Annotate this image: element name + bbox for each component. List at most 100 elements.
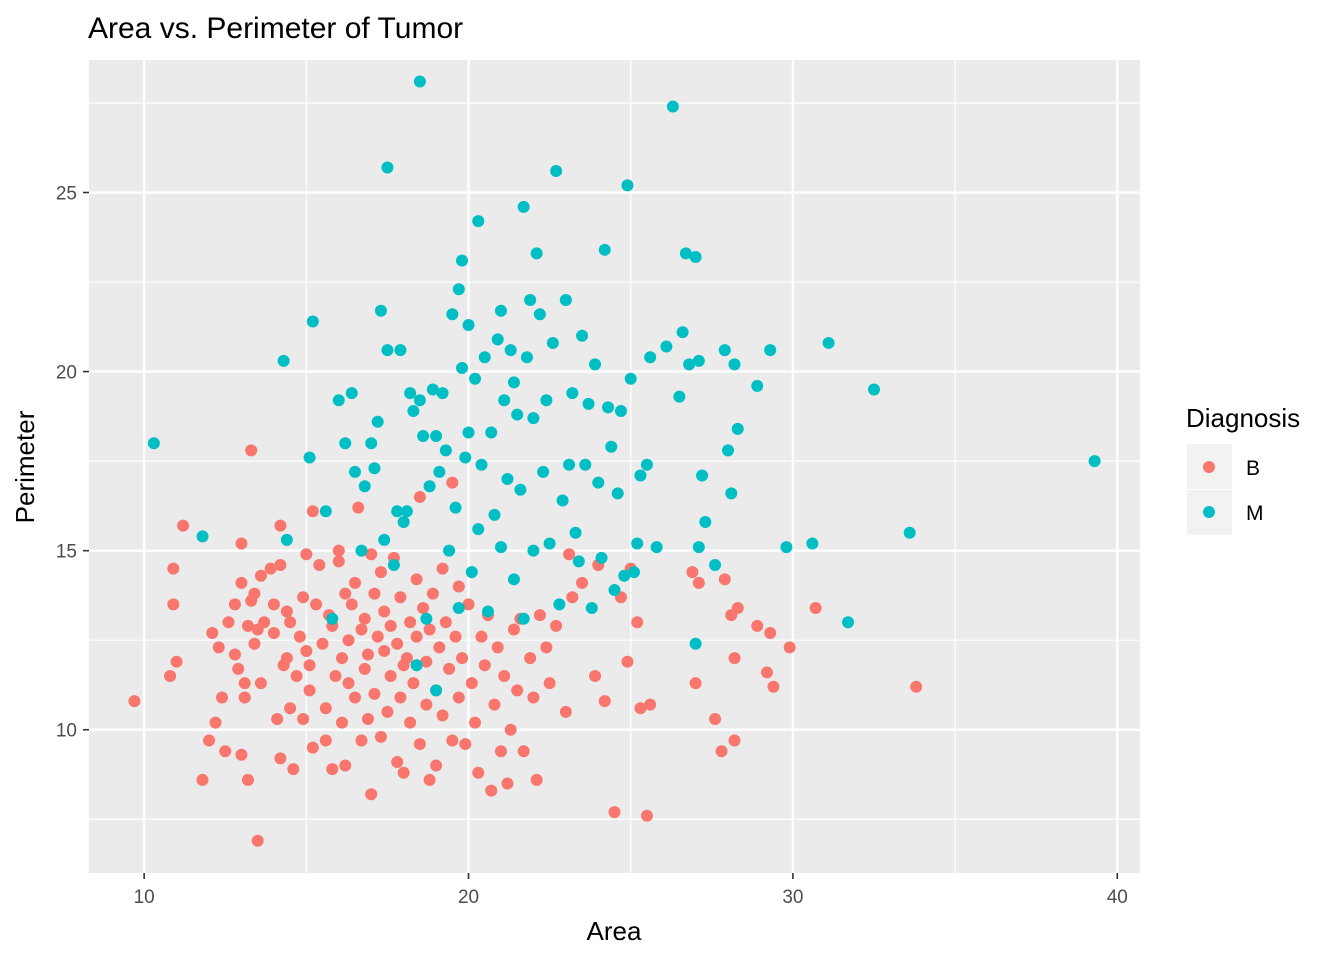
point-b <box>271 712 284 725</box>
point-m <box>563 458 576 471</box>
point-m <box>585 601 598 614</box>
point-b <box>254 677 267 690</box>
point-b <box>430 759 443 772</box>
point-b <box>361 648 374 661</box>
point-b <box>709 712 722 725</box>
point-m <box>469 372 482 385</box>
point-m <box>660 340 673 353</box>
point-b <box>417 601 430 614</box>
point-b <box>342 634 355 647</box>
point-b <box>715 745 728 758</box>
point-b <box>280 605 293 618</box>
point-b <box>478 659 491 672</box>
point-b <box>167 598 180 611</box>
point-b <box>284 702 297 715</box>
point-b <box>313 558 326 571</box>
point-m <box>430 684 443 697</box>
point-b <box>297 591 310 604</box>
point-m <box>478 351 491 364</box>
point-b <box>452 691 465 704</box>
point-b <box>352 501 365 514</box>
point-b <box>264 562 277 575</box>
point-m <box>605 440 618 453</box>
point-m <box>449 501 462 514</box>
data-points <box>128 75 1101 847</box>
point-m <box>394 344 407 357</box>
point-b <box>339 587 352 600</box>
point-b <box>621 655 634 668</box>
point-m <box>423 480 436 493</box>
point-b <box>426 587 439 600</box>
point-m <box>692 354 705 367</box>
point-m <box>400 505 413 518</box>
point-m <box>550 165 563 178</box>
point-m <box>592 476 605 489</box>
point-b <box>689 677 702 690</box>
point-m <box>452 601 465 614</box>
point-b <box>267 598 280 611</box>
point-b <box>319 734 332 747</box>
point-b <box>400 652 413 665</box>
point-b <box>391 637 404 650</box>
point-m <box>436 387 449 400</box>
point-b <box>760 666 773 679</box>
point-b <box>728 734 741 747</box>
point-b <box>248 587 261 600</box>
point-b <box>170 655 183 668</box>
point-m <box>696 469 709 482</box>
point-b <box>407 677 420 690</box>
point-b <box>254 569 267 582</box>
point-m <box>501 473 514 486</box>
point-m <box>517 612 530 625</box>
point-b <box>228 648 241 661</box>
point-b <box>462 598 475 611</box>
point-m <box>764 344 777 357</box>
point-m <box>903 526 916 539</box>
point-m <box>650 541 663 554</box>
point-m <box>576 329 589 342</box>
point-m <box>196 530 209 543</box>
point-b <box>783 641 796 654</box>
point-b <box>420 698 433 711</box>
point-b <box>452 580 465 593</box>
point-m <box>306 315 319 328</box>
point-m <box>439 444 452 457</box>
point-m <box>598 243 611 256</box>
point-b <box>446 476 459 489</box>
point-b <box>212 641 225 654</box>
point-b <box>631 616 644 629</box>
point-b <box>404 616 417 629</box>
x-tick-label: 40 <box>1107 887 1128 908</box>
point-m <box>692 541 705 554</box>
point-b <box>644 698 657 711</box>
legend-title: Diagnosis <box>1186 403 1300 433</box>
point-b <box>293 630 306 643</box>
point-m <box>722 444 735 457</box>
point-b <box>274 752 287 765</box>
point-b <box>219 745 232 758</box>
point-m <box>407 404 420 417</box>
point-m <box>462 426 475 439</box>
y-tick-label: 25 <box>56 184 77 205</box>
point-b <box>423 623 436 636</box>
point-m <box>689 250 702 263</box>
point-m <box>413 394 426 407</box>
point-b <box>491 641 504 654</box>
point-m <box>621 179 634 192</box>
point-b <box>345 598 358 611</box>
point-b <box>248 637 261 650</box>
point-b <box>235 537 248 550</box>
point-m <box>511 408 524 421</box>
point-b <box>215 691 228 704</box>
point-m <box>504 344 517 357</box>
point-b <box>501 777 514 790</box>
point-m <box>540 394 553 407</box>
point-b <box>358 612 371 625</box>
grid-minor <box>89 60 1140 873</box>
point-b <box>306 505 319 518</box>
point-b <box>287 763 300 776</box>
point-m <box>456 254 469 267</box>
point-b <box>232 662 245 675</box>
point-m <box>566 387 579 400</box>
point-m <box>673 390 686 403</box>
